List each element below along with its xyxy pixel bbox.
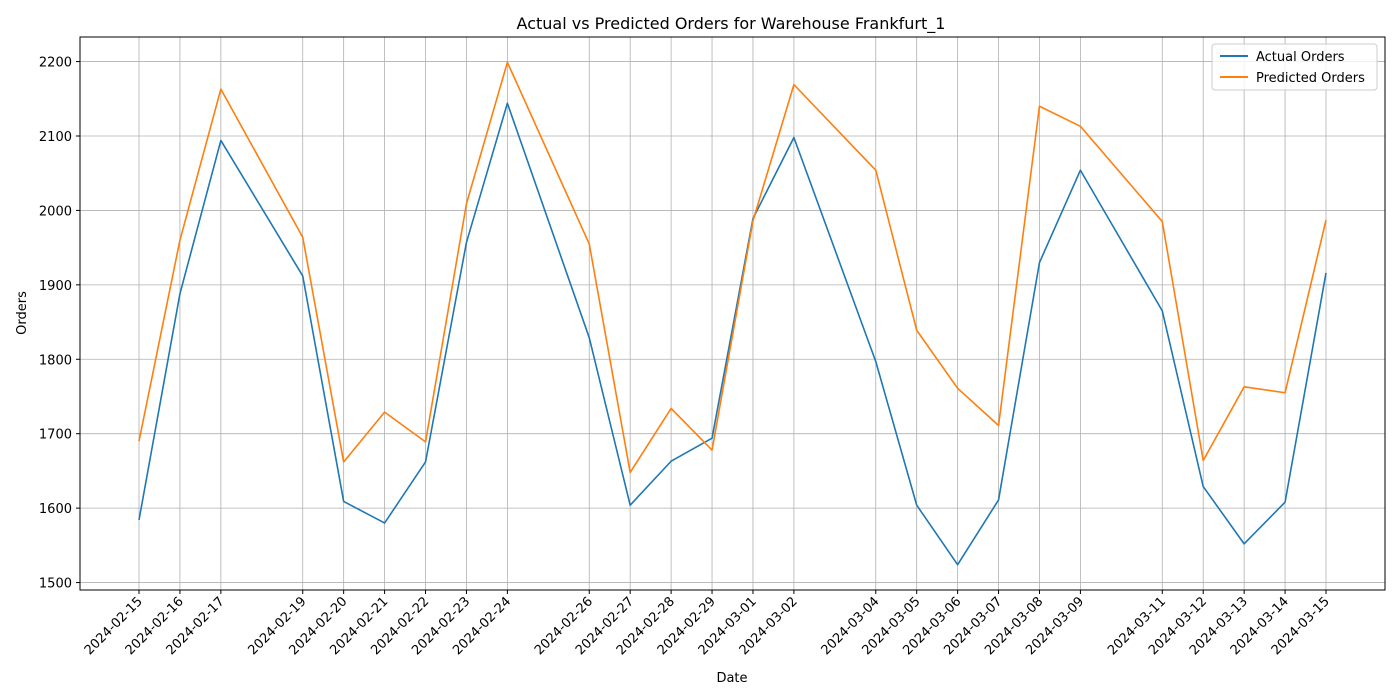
x-axis-label: Date xyxy=(716,671,747,686)
y-tick-label: 2000 xyxy=(39,204,72,219)
series-line-actual-orders xyxy=(138,102,1327,566)
y-tick-label: 1700 xyxy=(39,428,72,443)
y-tick-label: 1900 xyxy=(39,279,72,294)
y-tick-label: 1600 xyxy=(39,502,72,517)
y-tick-label: 1500 xyxy=(39,577,72,592)
legend: Actual Orders Predicted Orders xyxy=(1211,43,1378,91)
legend-label-predicted: Predicted Orders xyxy=(1256,71,1365,86)
y-tick-label: 2200 xyxy=(39,56,72,71)
chart-title: Actual vs Predicted Orders for Warehouse… xyxy=(517,14,946,34)
y-axis-label: Orders xyxy=(15,291,30,335)
grid-lines xyxy=(80,37,1385,590)
y-tick-label: 1800 xyxy=(39,353,72,368)
y-tick-label: 2100 xyxy=(39,130,72,145)
y-axis-ticks: 1500 1600 1700 1800 1900 2000 2100 2200 xyxy=(39,56,80,592)
plot-frame xyxy=(79,36,1386,591)
series-line-predicted-orders xyxy=(138,61,1327,474)
legend-box xyxy=(1211,43,1378,91)
legend-label-actual: Actual Orders xyxy=(1256,50,1345,65)
series-lines xyxy=(138,61,1327,566)
